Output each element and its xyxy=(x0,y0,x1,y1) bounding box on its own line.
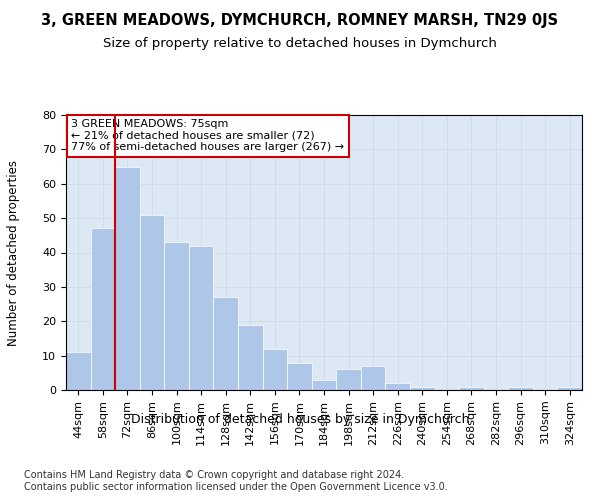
Bar xyxy=(214,297,238,390)
Text: Size of property relative to detached houses in Dymchurch: Size of property relative to detached ho… xyxy=(103,38,497,51)
Y-axis label: Number of detached properties: Number of detached properties xyxy=(7,160,20,346)
Bar xyxy=(91,228,115,390)
Text: Contains HM Land Registry data © Crown copyright and database right 2024.
Contai: Contains HM Land Registry data © Crown c… xyxy=(24,470,448,492)
Bar xyxy=(508,386,533,390)
Text: 3, GREEN MEADOWS, DYMCHURCH, ROMNEY MARSH, TN29 0JS: 3, GREEN MEADOWS, DYMCHURCH, ROMNEY MARS… xyxy=(41,12,559,28)
Bar xyxy=(115,166,140,390)
Bar xyxy=(66,352,91,390)
Bar xyxy=(385,383,410,390)
Bar xyxy=(189,246,214,390)
Bar xyxy=(287,362,312,390)
Bar xyxy=(312,380,336,390)
Bar xyxy=(336,370,361,390)
Bar xyxy=(557,386,582,390)
Bar xyxy=(140,214,164,390)
Text: 3 GREEN MEADOWS: 75sqm
← 21% of detached houses are smaller (72)
77% of semi-det: 3 GREEN MEADOWS: 75sqm ← 21% of detached… xyxy=(71,119,344,152)
Bar xyxy=(263,349,287,390)
Bar xyxy=(164,242,189,390)
Bar xyxy=(238,324,263,390)
Bar xyxy=(361,366,385,390)
Bar xyxy=(459,386,484,390)
Bar xyxy=(410,386,434,390)
Text: Distribution of detached houses by size in Dymchurch: Distribution of detached houses by size … xyxy=(131,412,469,426)
